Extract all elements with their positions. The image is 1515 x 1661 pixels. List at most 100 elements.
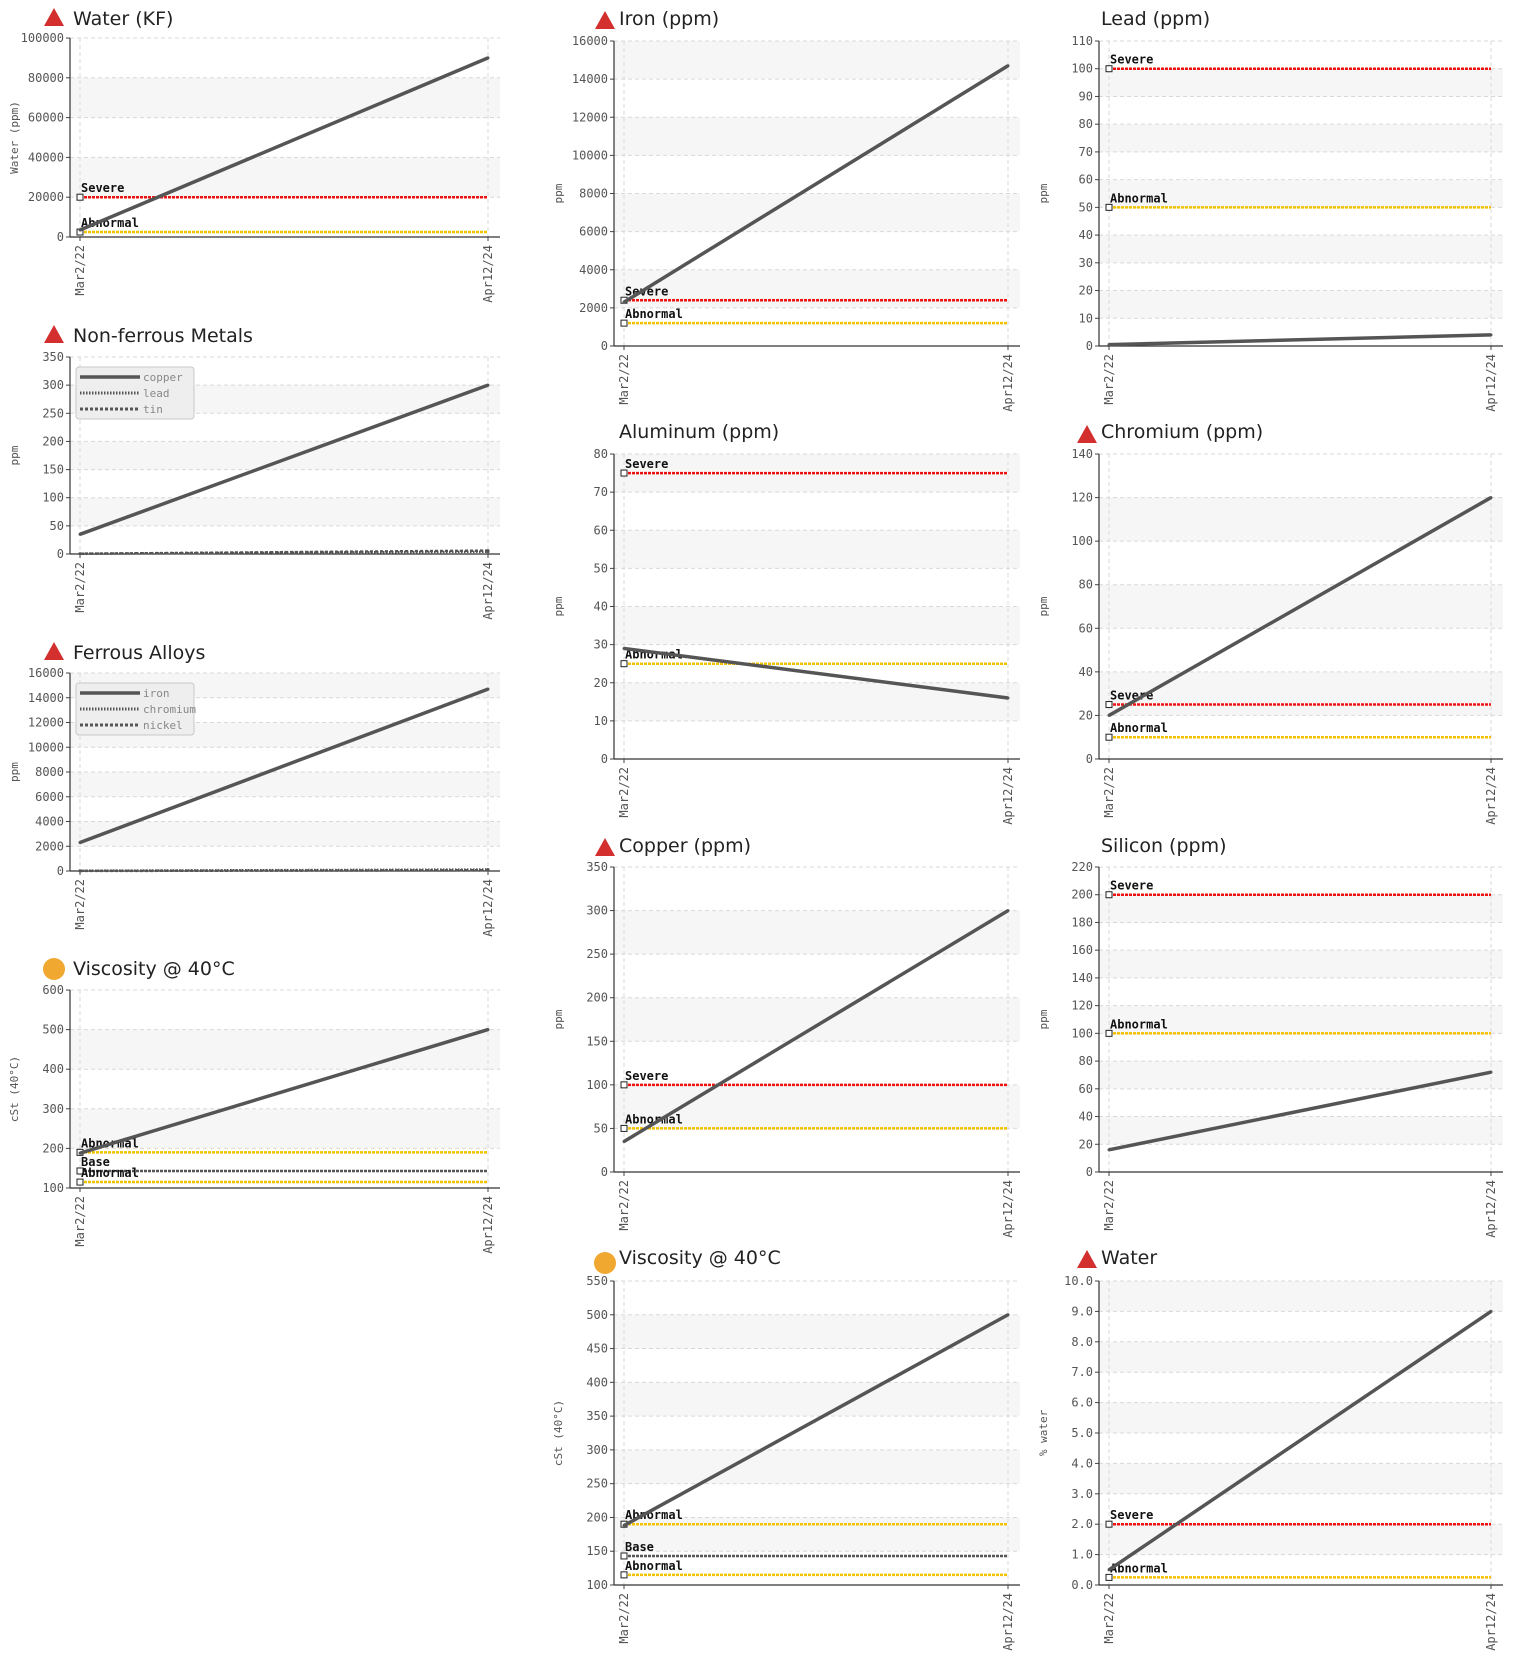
limit-label: Severe bbox=[1110, 53, 1153, 67]
grid-band bbox=[1099, 497, 1503, 542]
limit-marker bbox=[620, 1081, 628, 1089]
severe-warning-icon bbox=[595, 838, 615, 856]
y-tick-label: 70 bbox=[1079, 145, 1093, 159]
y-tick-label: 80 bbox=[1079, 117, 1093, 131]
grid-band bbox=[614, 530, 1020, 569]
grid-band bbox=[614, 1517, 1020, 1552]
y-axis-label: cSt (40°C) bbox=[8, 1056, 21, 1122]
series-line-main bbox=[1108, 333, 1492, 347]
grid-band bbox=[1099, 1061, 1503, 1089]
y-tick-label: 80 bbox=[1079, 578, 1093, 592]
y-tick-label: 150 bbox=[586, 1544, 608, 1558]
y-tick-label: 0 bbox=[1086, 752, 1093, 766]
grid-band bbox=[1099, 671, 1503, 716]
limit-marker bbox=[1105, 1029, 1113, 1037]
data-point bbox=[1006, 696, 1010, 700]
grid-band bbox=[1099, 1524, 1503, 1555]
x-tick-label: Apr12/24 bbox=[481, 879, 495, 937]
data-point bbox=[78, 1151, 82, 1155]
y-tick-label: 200 bbox=[42, 1141, 64, 1155]
grid-band bbox=[70, 772, 500, 797]
y-tick-label: 60 bbox=[1079, 173, 1093, 187]
data-point bbox=[78, 552, 82, 556]
x-tick-label: Apr12/24 bbox=[1001, 1180, 1015, 1238]
y-tick-label: 1.0 bbox=[1071, 1548, 1093, 1562]
chart-title: Silicon (ppm) bbox=[1101, 835, 1227, 857]
y-tick-label: 80 bbox=[594, 447, 608, 461]
y-tick-label: 4000 bbox=[579, 263, 608, 277]
y-tick-label: 450 bbox=[586, 1342, 608, 1356]
y-tick-label: 30 bbox=[594, 638, 608, 652]
y-tick-label: 100 bbox=[42, 1181, 64, 1195]
y-tick-label: 250 bbox=[586, 1477, 608, 1491]
x-tick-label: Apr12/24 bbox=[1001, 1593, 1015, 1651]
grid-band bbox=[70, 157, 500, 198]
limit-label: Severe bbox=[1110, 1508, 1153, 1522]
y-tick-label: 10 bbox=[594, 714, 608, 728]
x-tick-label: Apr12/24 bbox=[481, 245, 495, 303]
y-tick-label: 300 bbox=[42, 378, 64, 392]
limit-label: Abnormal bbox=[81, 1166, 139, 1180]
data-point bbox=[1489, 1309, 1493, 1313]
y-axis-label: ppm bbox=[1037, 183, 1050, 203]
y-tick-label: 2000 bbox=[579, 301, 608, 315]
series-line-main bbox=[623, 646, 1009, 700]
y-tick-label: 50 bbox=[50, 519, 64, 533]
y-tick-label: 4.0 bbox=[1071, 1456, 1093, 1470]
y-tick-label: 500 bbox=[586, 1308, 608, 1322]
x-tick-label: Mar2/22 bbox=[1102, 1180, 1116, 1231]
grid-band bbox=[70, 1108, 500, 1149]
y-tick-label: 300 bbox=[586, 1443, 608, 1457]
limit-label: Severe bbox=[1110, 689, 1153, 703]
limit-marker bbox=[1105, 203, 1113, 211]
y-tick-label: 3.0 bbox=[1071, 1487, 1093, 1501]
y-tick-label: 100 bbox=[1071, 62, 1093, 76]
y-tick-label: 100 bbox=[1071, 534, 1093, 548]
y-axis-label: ppm bbox=[8, 762, 21, 782]
y-axis-label: ppm bbox=[552, 596, 565, 616]
grid-band bbox=[1099, 124, 1503, 152]
limit-label: Severe bbox=[625, 1069, 668, 1083]
chart-title: Chromium (ppm) bbox=[1101, 421, 1264, 443]
grid-band bbox=[614, 1314, 1020, 1349]
y-tick-label: 20 bbox=[1079, 1137, 1093, 1151]
chart-nonferrous: 0 50 100 150 200 250 300 350 Mar2/22 Apr12/24 ppm c… bbox=[8, 350, 500, 620]
chart-ferrous: 0 2000 4000 6000 8000 10000 12000 14000 16000 Mar… bbox=[8, 666, 500, 937]
y-tick-label: 7.0 bbox=[1071, 1365, 1093, 1379]
chart-title: Non-ferrous Metals bbox=[73, 325, 253, 347]
x-tick-label: Mar2/22 bbox=[73, 562, 87, 613]
x-tick-label: Mar2/22 bbox=[73, 245, 87, 296]
severe-warning-icon bbox=[595, 11, 615, 29]
y-tick-label: 50 bbox=[1079, 200, 1093, 214]
y-axis-label: ppm bbox=[8, 445, 21, 465]
series-line-copper bbox=[79, 383, 489, 536]
limit-label: Abnormal bbox=[81, 216, 139, 230]
series-line-tin bbox=[79, 549, 489, 555]
y-tick-label: 0 bbox=[1086, 1165, 1093, 1179]
y-tick-label: 500 bbox=[42, 1023, 64, 1037]
severe-warning-icon bbox=[44, 8, 64, 26]
chart-visc-left: 100 200 300 400 500 600 Mar2/22 Apr12/24 cSt (40… bbox=[8, 983, 500, 1254]
limit-label: Abnormal bbox=[625, 307, 683, 321]
limit-label: Abnormal bbox=[1110, 1561, 1168, 1575]
chart-title: Iron (ppm) bbox=[619, 8, 720, 30]
y-tick-label: 200 bbox=[586, 991, 608, 1005]
series-line-main bbox=[623, 64, 1009, 304]
data-point bbox=[1107, 1568, 1111, 1572]
grid-band bbox=[1099, 1005, 1503, 1034]
limit-marker bbox=[1105, 1573, 1113, 1581]
y-tick-label: 8.0 bbox=[1071, 1335, 1093, 1349]
series-line-main bbox=[1108, 1309, 1492, 1572]
y-tick-label: 16000 bbox=[28, 666, 64, 680]
y-tick-label: 10.0 bbox=[1064, 1274, 1093, 1288]
grid-band bbox=[614, 269, 1020, 308]
limit-marker bbox=[76, 193, 84, 201]
chart-title: Aluminum (ppm) bbox=[619, 421, 780, 443]
y-tick-label: 70 bbox=[594, 485, 608, 499]
limit-label: Severe bbox=[81, 181, 124, 195]
y-tick-label: 100 bbox=[586, 1578, 608, 1592]
limit-label: Severe bbox=[625, 457, 668, 471]
x-tick-label: Apr12/24 bbox=[481, 562, 495, 620]
grid-band bbox=[614, 682, 1020, 721]
x-tick-label: Apr12/24 bbox=[1484, 767, 1498, 825]
